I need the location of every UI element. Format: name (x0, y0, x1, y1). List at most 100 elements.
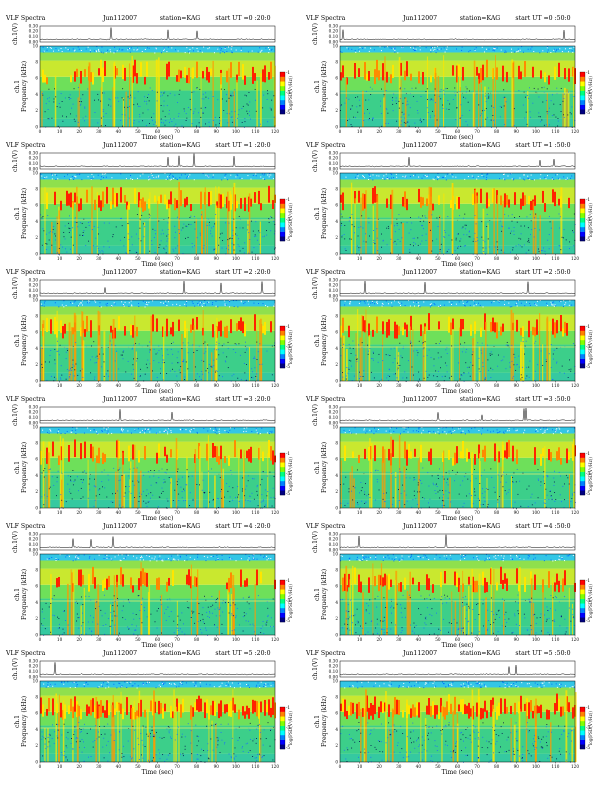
noise-dot (565, 178, 567, 180)
power-patch (488, 198, 490, 207)
noise-dot (508, 302, 510, 304)
noise-dot (95, 431, 97, 433)
noise-dot (566, 177, 568, 179)
noise-dot (94, 478, 95, 480)
power-patch (40, 450, 42, 465)
trace-tick-label: 0.30 (329, 150, 339, 155)
noise-dot (567, 430, 569, 432)
noise-dot (73, 118, 75, 120)
time-tick-label: 0 (39, 383, 42, 388)
noise-dot (273, 345, 275, 346)
noise-dot (47, 557, 49, 559)
power-patch (116, 574, 118, 588)
noise-dot (52, 231, 54, 233)
noise-dot (528, 241, 530, 243)
time-tick-label: 70 (174, 129, 180, 134)
noise-dot (386, 177, 388, 179)
noise-dot (498, 354, 499, 356)
noise-dot (132, 178, 134, 180)
noise-dot (96, 46, 98, 48)
noise-dot (91, 173, 93, 175)
noise-dot (210, 606, 212, 608)
sferic-streak (88, 62, 91, 127)
power-patch (542, 190, 544, 203)
power-patch (244, 580, 246, 587)
noise-dot (193, 179, 195, 181)
noise-dot (444, 51, 446, 53)
noise-dot (446, 173, 448, 175)
noise-dot (437, 226, 439, 228)
noise-dot (547, 476, 549, 478)
noise-dot (550, 100, 552, 102)
noise-dot (274, 247, 276, 249)
noise-dot (268, 174, 270, 176)
noise-dot (184, 633, 186, 635)
noise-dot (352, 340, 354, 342)
noise-dot (73, 177, 75, 179)
trace-tick-label: 0.10 (29, 34, 39, 39)
noise-dot (461, 46, 463, 48)
noise-dot (413, 374, 414, 376)
trace-tick-label: 0.20 (29, 410, 39, 415)
noise-dot (525, 340, 527, 342)
noise-dot (97, 233, 99, 235)
noise-dot (536, 300, 538, 302)
noise-dot (446, 371, 448, 373)
noise-dot (420, 218, 422, 220)
noise-dot (354, 97, 356, 98)
noise-dot (221, 559, 223, 561)
noise-dot (529, 302, 531, 304)
noise-dot (142, 112, 144, 114)
noise-dot (197, 50, 199, 52)
noise-dot (472, 176, 474, 178)
noise-dot (178, 115, 180, 117)
noise-dot (545, 506, 547, 508)
noise-dot (252, 230, 254, 232)
sferic-streak (391, 189, 394, 254)
noise-dot (90, 178, 92, 180)
noise-dot (208, 301, 210, 303)
noise-dot (486, 213, 488, 215)
power-patch (450, 200, 452, 208)
power-patch (210, 68, 212, 76)
noise-dot (107, 474, 109, 476)
noise-dot (254, 234, 256, 236)
noise-dot (504, 213, 506, 215)
noise-dot (60, 494, 62, 496)
time-tick-label: 40 (116, 510, 122, 515)
noise-dot (503, 97, 505, 99)
power-patch (412, 577, 414, 585)
power-patch (364, 320, 366, 333)
noise-dot (240, 301, 242, 303)
noise-dot (103, 558, 105, 560)
noise-dot (88, 483, 90, 485)
power-patch (46, 192, 48, 210)
spectrum-band (340, 245, 575, 254)
noise-dot (131, 236, 133, 238)
spectra-panel: VLF Spectra Jun112007 station=KAG start UT … (5, 520, 295, 650)
noise-dot (233, 629, 235, 631)
noise-dot (348, 488, 350, 490)
trace-tick-label: 0.00 (329, 166, 339, 171)
noise-dot (185, 500, 187, 501)
noise-dot (268, 218, 270, 220)
noise-dot (374, 303, 376, 305)
noise-dot (560, 432, 562, 434)
noise-dot (481, 174, 483, 176)
power-patch (218, 321, 220, 332)
noise-dot (349, 301, 351, 303)
sferic-streak (566, 89, 568, 127)
noise-dot (197, 302, 199, 304)
trace-tick-label: 0.30 (329, 23, 339, 28)
noise-dot (139, 175, 141, 177)
noise-dot (344, 248, 346, 250)
sferic-streak (451, 591, 453, 635)
noise-dot (507, 491, 509, 493)
noise-dot (225, 304, 227, 306)
noise-dot (273, 116, 275, 118)
noise-dot (570, 501, 572, 502)
noise-dot (123, 245, 125, 247)
noise-dot (55, 96, 57, 98)
noise-dot (423, 301, 425, 303)
noise-dot (117, 490, 119, 492)
